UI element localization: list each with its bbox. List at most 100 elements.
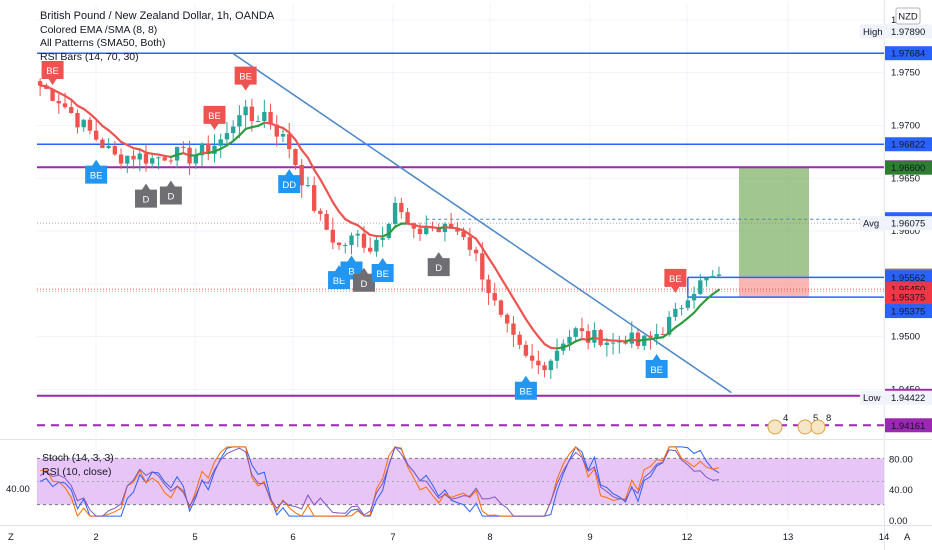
time-axis-tick: 13	[783, 532, 794, 543]
time-axis-tick: 12	[682, 532, 693, 543]
economic-event-badge[interactable]: 8	[810, 413, 831, 435]
candle-body	[666, 316, 672, 335]
target-zone[interactable]	[739, 167, 809, 278]
pattern-marker-dd: DD	[278, 169, 301, 194]
price-label-purple[interactable]: 1.94161	[885, 418, 932, 433]
ema-segment	[225, 140, 235, 147]
ema-segment	[686, 311, 696, 320]
candle-body	[660, 334, 666, 336]
currency-badge[interactable]: NZD	[895, 7, 921, 25]
candle-body	[237, 115, 242, 127]
candle-body	[617, 341, 622, 343]
price-label-blue[interactable]: 1.95375	[885, 304, 932, 319]
event-flag-icon[interactable]	[797, 419, 813, 435]
ema-segment	[568, 340, 577, 347]
event-flag-icon[interactable]	[767, 419, 783, 435]
stop-zone[interactable]	[739, 277, 809, 298]
candle-body	[673, 308, 678, 317]
event-flag-icon[interactable]	[810, 419, 826, 435]
price-label-blue[interactable]: 1.96822	[885, 137, 932, 152]
price-label-green[interactable]: 1.96600	[885, 160, 932, 175]
price-axis[interactable]: 80.0040.000.001.98001.97501.97001.96501.…	[860, 7, 932, 527]
candle	[75, 109, 80, 134]
timezone-letter[interactable]: Z	[8, 532, 14, 543]
candle	[150, 154, 155, 169]
candle-body	[62, 103, 68, 108]
price-label-blue[interactable]: 1.95562	[885, 270, 932, 285]
price-label-bg	[885, 137, 932, 152]
pattern-label: BE	[333, 276, 346, 287]
rsi-label[interactable]: RSI (10, close)	[42, 465, 112, 478]
candle	[330, 217, 336, 250]
candle-body	[511, 323, 516, 335]
candle	[517, 331, 522, 350]
price-label-light[interactable]: High 1.97890	[860, 24, 932, 39]
ema-segment	[182, 152, 191, 157]
candle-body	[231, 126, 236, 134]
price-label-value: 1.96822	[891, 140, 925, 151]
candle-body	[193, 155, 198, 164]
candle	[125, 155, 130, 174]
candle-body	[156, 157, 161, 159]
price-label-light[interactable]: Low 1.94422	[860, 390, 932, 405]
indicator-patterns-label[interactable]: All Patterns (SMA50, Both)	[40, 37, 166, 49]
ema-segment	[294, 138, 303, 152]
candle-body	[604, 342, 610, 346]
indicator-rsi-bars-label[interactable]: RSI Bars (14, 70, 30)	[40, 50, 139, 63]
ema-segment	[680, 316, 689, 325]
oscillator-pane: 40.00	[6, 445, 884, 518]
horizontal-lines[interactable]	[37, 52, 884, 427]
ema-segment	[574, 337, 584, 343]
auto-scale-letter[interactable]: A	[904, 532, 911, 543]
candle-body	[37, 81, 43, 86]
candle-body	[81, 119, 86, 128]
price-label-blue[interactable]: 1.97684	[885, 46, 932, 61]
candle-body	[305, 185, 311, 187]
stoch-d-line	[40, 446, 720, 518]
pattern-badge	[278, 169, 301, 194]
candle-body	[486, 279, 491, 294]
ema-segment	[213, 147, 222, 153]
candle	[374, 235, 379, 257]
price-label-light[interactable]: Avg 1.96075	[860, 216, 932, 231]
pattern-badge	[234, 66, 257, 91]
symbol-title[interactable]: British Pound / New Zealand Dollar, 1h, …	[40, 10, 275, 22]
candle-body	[368, 247, 373, 252]
price-label-red[interactable]: 1.95375	[885, 290, 932, 305]
ema-segment	[674, 321, 683, 329]
candle-body	[374, 239, 379, 252]
time-axis[interactable]: 2 5 6 7 8 9 12 13 14 Z A	[8, 532, 911, 543]
ema-segment	[381, 232, 390, 238]
candle-body	[411, 223, 416, 229]
long-position-zones[interactable]	[687, 167, 884, 298]
candle	[704, 277, 709, 287]
pattern-label: D	[167, 192, 174, 203]
ema-segment	[138, 148, 148, 154]
candle	[473, 246, 479, 262]
ema-segment	[518, 307, 527, 321]
ema-segment	[306, 156, 316, 171]
candle-body	[654, 334, 659, 338]
stoch-label[interactable]: Stoch (14, 3, 3)	[42, 452, 114, 464]
ema-segment	[362, 229, 372, 237]
osc-axis-tick: 80.00	[889, 454, 913, 465]
economic-event-badge[interactable]: 4	[767, 413, 788, 435]
candle	[716, 266, 722, 278]
candle-body	[679, 307, 684, 309]
candle-body	[567, 336, 572, 344]
pattern-marker-be: BE	[234, 66, 257, 91]
indicator-ema-label[interactable]: Colored EMA /SMA (8, 8)	[40, 23, 158, 36]
candle	[305, 176, 311, 188]
candle-body	[424, 226, 429, 235]
candle	[585, 324, 591, 350]
candle	[392, 196, 398, 228]
candle-body	[330, 229, 336, 243]
candle-body	[255, 120, 261, 122]
candle-body	[380, 237, 385, 240]
pattern-badge	[352, 267, 375, 292]
currency-badge-box[interactable]	[895, 7, 921, 25]
candle	[293, 148, 298, 170]
